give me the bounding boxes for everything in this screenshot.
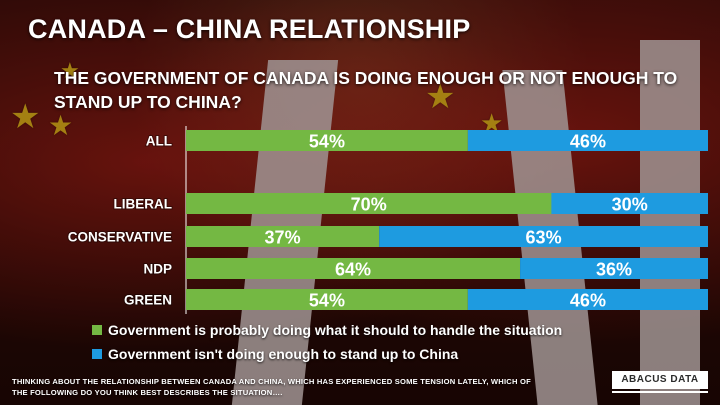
legend-label: Government isn't doing enough to stand u… [108,346,459,362]
bar-segment-ndp-doing-enough [186,258,521,279]
legend: Government is probably doing what it sho… [92,318,562,366]
legend-swatch-blue [92,349,102,359]
category-label-conservative: CONSERVATIVE [68,230,172,245]
category-label-green: GREEN [124,293,172,308]
data-label: 54% [309,291,345,311]
chart-subtitle: THE GOVERNMENT OF CANADA IS DOING ENOUGH… [54,68,678,112]
star-icon: ★ [60,58,80,83]
legend-label: Government is probably doing what it sho… [108,322,563,338]
legend-item: Government isn't doing enough to stand u… [92,342,562,366]
data-label: 63% [526,228,562,248]
data-label: 70% [351,195,387,215]
bar-segment-all-doing-enough [186,130,468,151]
data-label: 54% [309,132,345,152]
data-label: 37% [265,228,301,248]
bar-segment-green-doing-enough [186,289,468,310]
star-icon: ★ [425,78,456,116]
abacus-data-logo: ABACUS DATA [612,371,708,389]
star-icon: ★ [48,110,74,141]
star-icon: ★ [10,98,41,136]
data-label: 64% [335,260,371,280]
category-label-all: ALL [146,134,172,149]
bar-segment-liberal-doing-enough [186,193,552,214]
category-label-liberal: LIBERAL [114,197,173,212]
bar-segment-ndp-not-enough [520,258,708,279]
question-footnote: THINKING ABOUT THE RELATIONSHIP BETWEEN … [12,377,531,397]
category-label-ndp: NDP [143,262,172,277]
page-title: CANADA – CHINA RELATIONSHIP [28,14,471,44]
canada-flag-stripe [640,40,700,405]
legend-item: Government is probably doing what it sho… [92,318,562,342]
logo-underline [612,391,708,393]
bar-segment-liberal-not-enough [551,193,708,214]
bar-segment-conservative-doing-enough [186,226,380,247]
data-label: 46% [570,291,606,311]
data-label: 30% [612,195,648,215]
data-label: 46% [570,132,606,152]
bar-segment-green-not-enough [467,289,708,310]
bar-segment-all-not-enough [467,130,708,151]
data-label: 36% [596,260,632,280]
legend-swatch-green [92,325,102,335]
bar-segment-conservative-not-enough [379,226,708,247]
star-icon: ★ [480,108,504,138]
